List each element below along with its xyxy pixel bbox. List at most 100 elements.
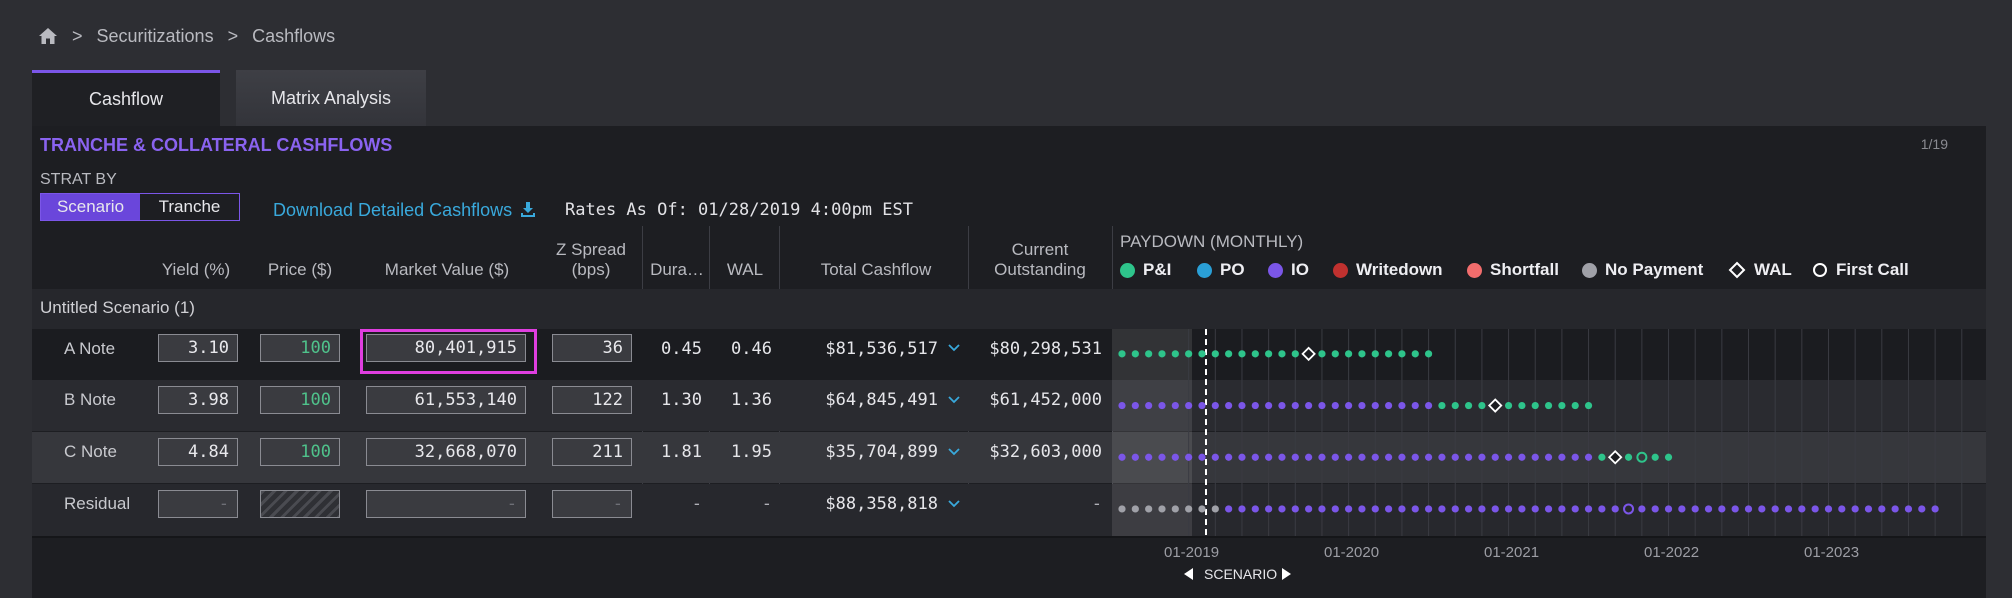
paydown-timeline[interactable] <box>1112 329 1986 536</box>
paydown-dot <box>1424 505 1433 513</box>
table-row[interactable] <box>32 380 1986 431</box>
download-icon <box>521 202 536 217</box>
paydown-dot <box>1145 453 1153 461</box>
no-payment-dot-icon <box>1582 262 1597 278</box>
tab-cashflow[interactable]: Cashflow <box>32 70 220 126</box>
paydown-dot <box>1345 350 1353 358</box>
download-cashflows-link[interactable]: Download Detailed Cashflows <box>273 200 536 221</box>
market-value-input[interactable]: 32,668,070 <box>366 438 526 466</box>
col-current-line1: Current <box>1011 240 1069 259</box>
legend-label: WAL <box>1754 260 1792 279</box>
legend-label: PO <box>1220 260 1245 279</box>
paydown-dot <box>1518 505 1526 513</box>
z-spread-input[interactable]: 36 <box>552 334 632 362</box>
paydown-dot <box>1531 401 1539 410</box>
paydown-dot <box>1531 453 1539 461</box>
paydown-dot <box>1478 505 1486 513</box>
legend-io: IO <box>1268 260 1309 280</box>
paydown-dot <box>1305 453 1313 461</box>
market-value-input[interactable]: 80,401,915 <box>366 334 526 362</box>
legend-pi: P&I <box>1120 260 1171 280</box>
paydown-dot <box>1411 453 1419 461</box>
total-cashflow-value[interactable]: $88,358,818 <box>825 494 938 514</box>
chevron-down-icon[interactable] <box>948 344 960 352</box>
table-row[interactable] <box>32 484 1986 536</box>
chevron-down-icon[interactable] <box>948 500 960 508</box>
strat-by-toggle: Scenario Tranche <box>40 193 240 221</box>
strat-tranche-button[interactable]: Tranche <box>158 197 221 216</box>
table-row[interactable] <box>32 432 1986 483</box>
paydown-dot <box>1331 505 1339 513</box>
breadcrumb-securitizations[interactable]: Securitizations <box>96 25 214 46</box>
legend-first-call: First Call <box>1812 260 1909 280</box>
paydown-dot <box>1891 505 1899 513</box>
caret-left-icon[interactable] <box>1184 568 1194 580</box>
yield-input[interactable]: 3.10 <box>158 334 238 362</box>
paydown-dot <box>1185 453 1193 461</box>
paydown-dot <box>1251 350 1259 358</box>
col-yield[interactable]: Yield (%) <box>161 260 231 279</box>
paydown-dot <box>1451 505 1459 513</box>
col-current-outstanding[interactable]: Current Outstanding <box>972 240 1108 280</box>
legend-shortfall: Shortfall <box>1467 260 1559 280</box>
paydown-dot <box>1345 401 1353 410</box>
paydown-dot <box>1265 453 1273 461</box>
col-total-cashflow[interactable]: Total Cashflow <box>820 260 932 279</box>
paydown-dot <box>1824 505 1833 513</box>
paydown-dot <box>1838 505 1846 513</box>
paydown-dot <box>1265 505 1273 513</box>
first-call-marker <box>1636 451 1648 463</box>
paydown-dot <box>1584 453 1593 461</box>
paydown-dot <box>1558 401 1566 410</box>
z-spread-input[interactable]: 211 <box>552 438 632 466</box>
col-duration[interactable]: Dura… <box>650 260 704 279</box>
paydown-dot <box>1251 401 1259 410</box>
paydown-dot <box>1385 350 1393 358</box>
duration-value: 1.30 <box>661 390 702 410</box>
price-input[interactable]: 100 <box>260 386 340 414</box>
paydown-dot <box>1931 505 1939 513</box>
caret-right-icon[interactable] <box>1281 568 1292 580</box>
price-input[interactable]: 100 <box>260 438 340 466</box>
total-cashflow-value[interactable]: $64,845,491 <box>825 390 938 410</box>
col-wal[interactable]: WAL <box>726 260 764 279</box>
total-cashflow-value[interactable]: $35,704,899 <box>825 442 938 462</box>
legend-label: No Payment <box>1605 260 1704 279</box>
col-paydown: PAYDOWN (MONTHLY) <box>1120 232 1304 251</box>
paydown-dot <box>1131 505 1139 513</box>
tab-matrix-analysis[interactable]: Matrix Analysis <box>236 70 426 126</box>
legend-label: Writedown <box>1356 260 1443 279</box>
table-row[interactable] <box>32 329 1986 380</box>
scenario-group-row[interactable] <box>32 289 1986 329</box>
price-input[interactable]: 100 <box>260 334 340 362</box>
paydown-dot <box>1451 453 1459 461</box>
yield-input[interactable]: 4.84 <box>158 438 238 466</box>
yield-input[interactable]: 3.98 <box>158 386 238 414</box>
col-price[interactable]: Price ($) <box>267 260 333 279</box>
paydown-dot <box>1571 453 1579 461</box>
paydown-dot <box>1278 350 1286 358</box>
po-dot-icon <box>1197 262 1212 278</box>
col-market-value[interactable]: Market Value ($) <box>384 260 510 279</box>
scenario-marker[interactable]: SCENARIO <box>1184 566 1292 582</box>
paydown-dot <box>1265 350 1273 358</box>
chevron-down-icon[interactable] <box>948 448 960 456</box>
paydown-dot <box>1411 350 1419 358</box>
strat-scenario-button[interactable]: Scenario <box>41 194 140 220</box>
paydown-dot <box>1718 505 1726 513</box>
chevron-down-icon[interactable] <box>948 396 960 404</box>
paydown-dot <box>1238 401 1246 410</box>
paydown-dot <box>1651 505 1659 513</box>
total-cashflow-value[interactable]: $81,536,517 <box>825 339 938 359</box>
paydown-dot <box>1544 453 1553 461</box>
home-icon[interactable] <box>38 27 58 45</box>
shortfall-dot-icon <box>1467 262 1482 278</box>
col-z-spread[interactable]: Z Spread (bps) <box>546 240 636 280</box>
z-spread-input[interactable]: 122 <box>552 386 632 414</box>
paydown-dot <box>1118 401 1126 410</box>
row-label: C Note <box>64 442 117 461</box>
col-z-spread-line1: Z Spread <box>556 240 626 259</box>
paydown-dot <box>1451 401 1459 410</box>
paydown-dot <box>1198 401 1206 410</box>
market-value-input[interactable]: 61,553,140 <box>366 386 526 414</box>
